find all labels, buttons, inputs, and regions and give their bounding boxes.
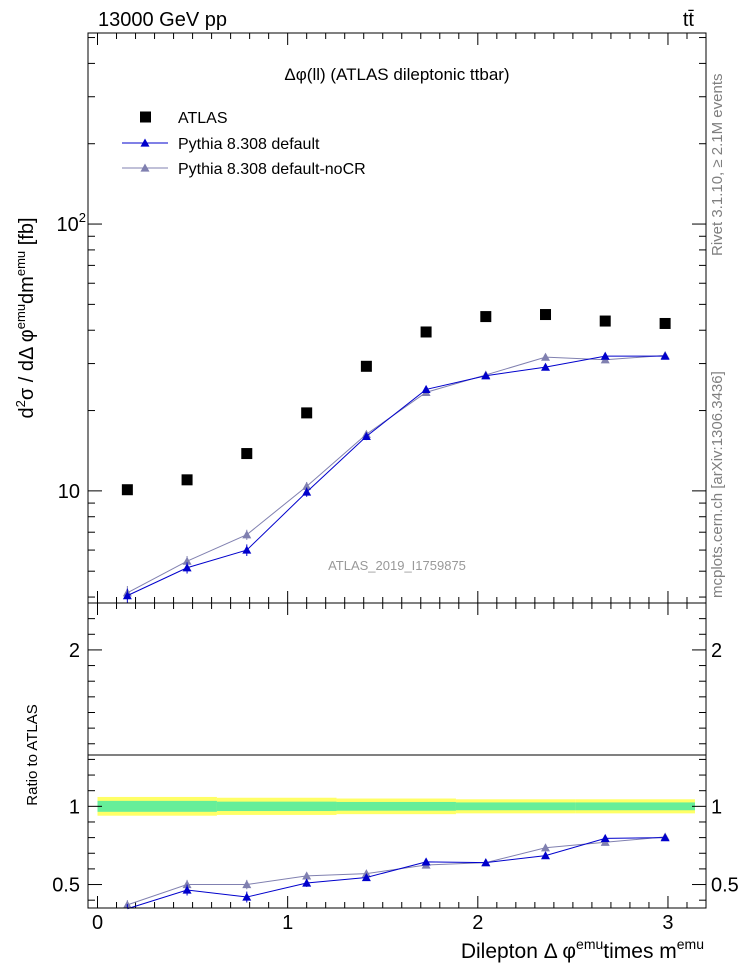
analysis-watermark: ATLAS_2019_I1759875 (328, 558, 466, 573)
pythia-default-point (660, 351, 670, 360)
pythia-default-nocr-point (541, 352, 551, 361)
mcplots-label: mcplots.cern.ch [arXiv:1306.3436] (709, 371, 726, 598)
pythia-default-point (242, 545, 252, 554)
pythia-default-nocr-point (302, 481, 312, 490)
ratio-pythia-default-point (302, 878, 312, 887)
legend: ATLAS Pythia 8.308 default Pythia 8.308 de… (122, 110, 366, 178)
y-tick-label: 10 (58, 481, 80, 503)
ratio-pythia-default-point (182, 885, 192, 894)
ratio-pythia-default-point (421, 857, 431, 866)
ratio-pythia-default-line (127, 837, 666, 910)
main-ticks: 10 102 (57, 33, 706, 603)
rivet-label: Rivet 3.1.10, ≥ 2.1M events (709, 74, 726, 257)
pythia-default-nocr-point (242, 530, 252, 539)
pythia-default-point (122, 591, 132, 600)
ratio-uncertainty-band (97, 796, 695, 816)
main-panel: 10 102 Δφ(ll) (ATLAS dileptonic ttbar) AT… (13, 32, 707, 604)
pythia-default-point (361, 431, 371, 441)
main-y-axis-label: d2σ / dΔ φemudmemu [fb] (13, 217, 38, 418)
ratio-y-axis-label: Ratio to ATLAS (24, 704, 41, 805)
atlas-point (659, 317, 671, 329)
ratio-y-tick-label-left: 0.5 (52, 875, 80, 897)
ratio-ticks: 0.5 0.5 1 1 2 2 0 1 2 3 (52, 603, 739, 934)
ratio-band-inner (575, 802, 695, 811)
atlas-point (360, 360, 372, 372)
pythia-default-point (421, 384, 431, 394)
atlas-point (301, 407, 313, 419)
ratio-pythia-default-point (242, 892, 252, 901)
ratio-y-tick-label-right: 2 (711, 640, 722, 662)
ratio-pythia-default-point (361, 873, 371, 882)
ratio-pythia-default-nocr-point (302, 871, 312, 880)
legend-pythia-default-nocr-marker (140, 163, 150, 172)
atlas-point (599, 315, 611, 327)
ratio-pythia-default-nocr-point (182, 880, 192, 889)
atlas-point (241, 448, 253, 460)
x-tick-label: 1 (282, 912, 293, 934)
pythia-default-nocr-point (182, 556, 192, 565)
pythia-default-point (481, 371, 491, 380)
ratio-pythia-default-nocr-point (541, 843, 551, 852)
y-tick-label: 102 (57, 210, 86, 236)
ratio-frame (87, 602, 707, 909)
legend-atlas-marker (140, 111, 151, 123)
ratio-y-tick-label-right: 0.5 (711, 875, 739, 897)
header-process-label: tt̄ (683, 9, 695, 31)
pythia-default-point (600, 351, 610, 360)
x-tick-label: 3 (662, 912, 673, 934)
pythia-default-line (127, 355, 666, 597)
ratio-panel: 0.5 0.5 1 1 2 2 0 1 2 3 Ratio to ATLAS Dilepton Δ… (24, 602, 739, 963)
atlas-point (480, 311, 492, 323)
atlas-point (121, 484, 133, 496)
pythia-default-point (302, 487, 312, 496)
pythia-default-point (541, 362, 551, 371)
main-title: Δφ(ll) (ATLAS dileptonic ttbar) (284, 65, 509, 84)
atlas-point (181, 474, 193, 486)
ratio-pythia-default-point (600, 833, 610, 842)
atlas-point (540, 309, 552, 321)
x-axis-label: Dilepton Δ φemutimes memu (461, 936, 704, 963)
atlas-point (420, 326, 432, 338)
ratio-series (122, 832, 670, 910)
pythia-default-point (182, 563, 192, 572)
x-tick-label: 2 (472, 912, 483, 934)
ratio-pythia-default-point (481, 858, 491, 867)
ratio-pythia-default-nocr-point (242, 880, 252, 889)
ratio-pythia-default-point (541, 851, 551, 860)
header-energy-label: 13000 GeV pp (98, 9, 227, 31)
ratio-band-inner (216, 801, 337, 812)
legend-pythia-default-nocr-label: Pythia 8.308 default-noCR (178, 161, 366, 178)
main-series (121, 309, 671, 603)
legend-pythia-default-marker (140, 138, 150, 147)
legend-atlas-label: ATLAS (178, 110, 228, 127)
ratio-band-inner (455, 802, 576, 811)
ratio-band-inner (336, 801, 456, 811)
x-tick-label: 0 (92, 912, 103, 934)
ratio-y-tick-label-left: 2 (69, 640, 80, 662)
legend-pythia-default-label: Pythia 8.308 default (178, 136, 320, 153)
ratio-y-tick-label-right: 1 (711, 796, 722, 818)
ratio-y-tick-label-left: 1 (69, 796, 80, 818)
ratio-pythia-default-nocr-line (127, 836, 666, 906)
ratio-band-inner (97, 800, 217, 812)
ratio-pythia-default-point (660, 833, 670, 842)
